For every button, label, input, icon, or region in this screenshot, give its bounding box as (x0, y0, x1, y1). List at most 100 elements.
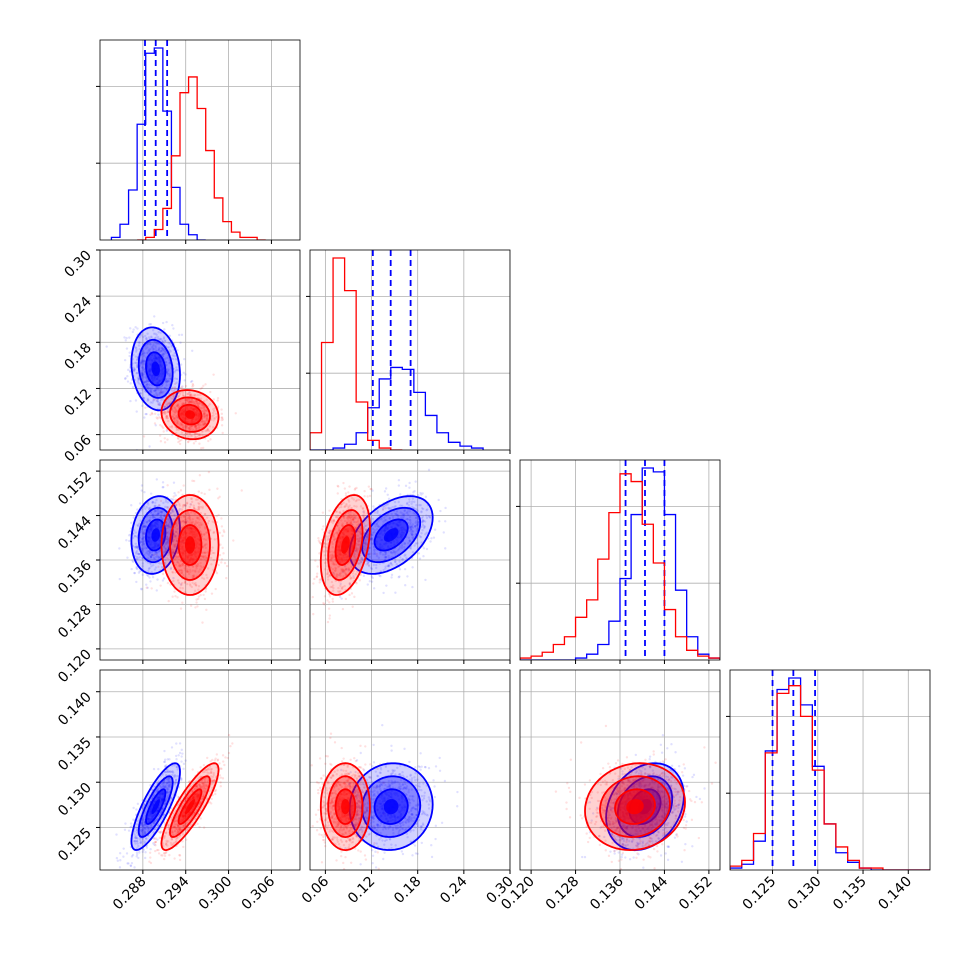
scatter-point (345, 502, 348, 506)
scatter-point (383, 490, 387, 493)
scatter-point (176, 368, 179, 372)
scatter-point (155, 398, 158, 401)
scatter-point (194, 424, 198, 427)
scatter-point (326, 570, 330, 574)
scatter-point (160, 510, 164, 514)
scatter-point (162, 337, 166, 340)
scatter-point (163, 813, 166, 816)
scatter-point (404, 484, 408, 488)
scatter-point (357, 547, 360, 551)
scatter-point (326, 537, 330, 540)
y-tick-label: 0.128 (55, 602, 95, 642)
scatter-point (382, 507, 385, 511)
scatter-point (203, 405, 206, 409)
scatter-point (153, 422, 157, 425)
scatter-point (161, 340, 164, 343)
scatter-point (384, 556, 387, 559)
scatter-point (163, 544, 166, 548)
scatter-point (149, 401, 153, 404)
scatter-point (337, 586, 340, 590)
scatter-point (326, 578, 330, 581)
scatter-point (347, 491, 350, 494)
scatter-point (201, 576, 204, 580)
scatter-point (193, 425, 196, 429)
scatter-point (324, 568, 327, 571)
scatter-point (205, 409, 208, 412)
scatter-point (369, 552, 372, 555)
scatter-point (142, 354, 146, 357)
scatter-point (158, 434, 162, 437)
scatter-point (401, 517, 405, 520)
scatter-point (390, 551, 393, 554)
scatter-point (385, 514, 388, 517)
scatter-point (197, 508, 200, 512)
scatter-point (163, 786, 167, 789)
scatter-point (352, 517, 355, 520)
panel-0-0 (96, 39, 301, 244)
scatter-point (175, 556, 178, 560)
scatter-point (155, 386, 158, 389)
scatter-point (129, 399, 132, 403)
scatter-point (204, 383, 207, 386)
scatter-point (167, 777, 170, 780)
scatter-point (365, 536, 368, 539)
scatter-point (187, 400, 190, 403)
scatter-point (163, 770, 167, 774)
scatter-point (335, 515, 338, 519)
scatter-point (176, 416, 179, 419)
contour-series-1 (169, 509, 211, 581)
scatter-point (149, 389, 152, 392)
scatter-point (373, 551, 376, 554)
scatter-point (213, 417, 217, 420)
scatter-point (148, 506, 152, 510)
scatter-point (326, 575, 330, 579)
scatter-point (191, 382, 194, 386)
scatter-point (176, 422, 179, 425)
scatter-point (193, 507, 197, 511)
scatter-point (146, 383, 149, 386)
scatter-point (202, 422, 205, 426)
scatter-point (187, 427, 191, 430)
scatter-point (176, 539, 179, 542)
scatter-point (395, 513, 399, 517)
scatter-point (357, 540, 360, 543)
scatter-point (370, 537, 374, 540)
scatter-point (406, 513, 410, 516)
scatter-point (131, 560, 135, 564)
scatter-point (345, 567, 348, 571)
scatter-point (172, 550, 175, 553)
scatter-point (147, 567, 151, 571)
scatter-point (208, 403, 211, 406)
scatter-point (175, 381, 178, 384)
scatter-point (134, 535, 137, 538)
scatter-point (367, 552, 371, 556)
scatter-point (159, 385, 162, 388)
scatter-point (394, 505, 397, 508)
scatter-point (148, 554, 151, 557)
scatter-point (429, 540, 432, 543)
scatter-point (212, 559, 215, 562)
scatter-point (159, 510, 162, 513)
scatter-point (159, 423, 162, 427)
scatter-point (154, 513, 157, 516)
scatter-point (139, 540, 143, 543)
scatter-point (180, 422, 184, 426)
scatter-point (173, 544, 177, 547)
scatter-point (348, 485, 351, 488)
scatter-point (149, 323, 153, 326)
scatter-point (187, 570, 190, 574)
scatter-point (340, 519, 343, 522)
scatter-point (179, 421, 182, 424)
scatter-point (203, 597, 207, 601)
scatter-point (133, 571, 136, 575)
scatter-point (393, 500, 397, 504)
scatter-point (358, 531, 362, 534)
scatter-point (387, 563, 391, 566)
scatter-point (178, 393, 182, 396)
scatter-point (142, 521, 145, 525)
scatter-point (343, 568, 346, 571)
scatter-point (205, 608, 208, 612)
scatter-point (194, 583, 198, 587)
scatter-point (335, 573, 338, 576)
scatter-point (140, 362, 143, 366)
